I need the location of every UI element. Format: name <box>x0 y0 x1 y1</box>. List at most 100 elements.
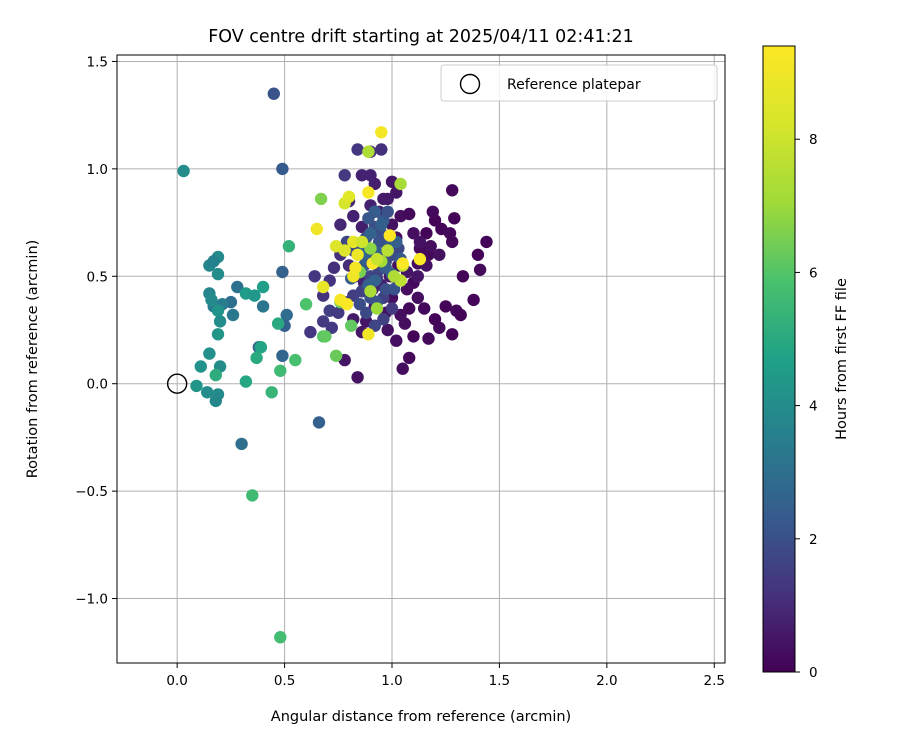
scatter-point <box>353 298 366 311</box>
scatter-point <box>370 252 384 266</box>
scatter-point <box>317 280 330 294</box>
scatter-point <box>360 306 373 319</box>
scatter-point <box>312 416 326 429</box>
scatter-point <box>422 332 435 345</box>
plot-frame <box>116 54 726 664</box>
colorbar-tick-label: 6 <box>809 265 818 281</box>
scatter-point <box>351 248 364 261</box>
x-tick-label: 1.0 <box>381 673 402 689</box>
scatter-point <box>308 270 321 283</box>
scatter-point <box>385 302 399 315</box>
scatter-point <box>446 328 459 341</box>
scatter-point <box>340 298 354 311</box>
y-axis-label: Rotation from reference (arcmin) <box>25 240 41 479</box>
scatter-point <box>403 351 416 365</box>
scatter-point <box>226 308 240 322</box>
scatter-point <box>334 218 347 231</box>
reference-point-marker <box>166 373 188 394</box>
scatter-point <box>362 186 375 199</box>
scatter-point <box>387 283 401 296</box>
scatter-point <box>370 302 384 315</box>
scatter-point <box>364 169 377 182</box>
scatter-point <box>368 319 381 332</box>
colorbar-frame <box>762 45 796 673</box>
scatter-point <box>381 205 394 218</box>
scatter-point <box>209 394 222 408</box>
scatter-point <box>364 227 377 240</box>
scatter-point <box>265 386 278 399</box>
scatter-point <box>407 227 420 240</box>
x-tick-label: 1.5 <box>489 673 510 689</box>
colorbar: 0 2 4 6 8 Hours from first FF file <box>762 45 850 681</box>
grid <box>117 55 725 663</box>
scatter-point <box>377 192 390 206</box>
scatter-point <box>211 304 225 317</box>
scatter-point <box>400 283 414 296</box>
scatter-point <box>424 240 437 253</box>
scatter-point <box>381 323 394 337</box>
scatter-point <box>347 235 360 249</box>
scatter-point <box>390 334 403 347</box>
legend-label: Reference platepar <box>507 77 641 93</box>
scatter-point <box>413 235 427 249</box>
scatter-point <box>254 341 268 354</box>
scatter-point <box>345 319 358 332</box>
scatter-point <box>256 280 270 294</box>
colorbar-tick-label: 8 <box>809 132 818 148</box>
scatter-point <box>349 261 362 274</box>
legend-box <box>440 64 718 102</box>
scatter-point <box>347 209 360 223</box>
scatter-point <box>446 184 459 197</box>
scatter-point <box>387 270 401 283</box>
chart-title: FOV centre drift starting at 2025/04/11 … <box>208 27 634 47</box>
scatter-point <box>418 302 431 315</box>
scatter-point <box>317 289 330 302</box>
colorbar-tick-label: 0 <box>809 665 818 681</box>
scatter-point <box>364 285 377 298</box>
scatter-point <box>420 227 433 240</box>
scatter-point <box>467 293 480 307</box>
scatter-point <box>209 368 222 382</box>
scatter-point <box>381 244 394 257</box>
y-tick-label: 1.5 <box>87 54 108 70</box>
scatter-point <box>433 321 446 334</box>
scatter-point <box>338 169 351 182</box>
scatter-point <box>473 263 487 276</box>
data-points <box>177 87 493 644</box>
scatter-point <box>396 362 409 375</box>
scatter-point <box>201 386 214 399</box>
scatter-point <box>362 145 375 158</box>
y-tick-label: 0.0 <box>87 377 108 393</box>
scatter-point <box>355 235 369 249</box>
scatter-point <box>194 360 207 373</box>
colorbar-ticks: 0 2 4 6 8 <box>795 132 818 681</box>
scatter-point <box>213 315 227 328</box>
scatter-point <box>375 126 388 139</box>
colorbar-tick-label: 4 <box>809 399 818 415</box>
scatter-point <box>426 205 439 218</box>
scatter-point <box>439 300 452 313</box>
y-tick-label: 1.0 <box>87 162 108 178</box>
scatter-point <box>177 164 190 178</box>
scatter-point <box>411 270 424 283</box>
scatter-point <box>368 274 381 287</box>
scatter-point <box>364 242 377 255</box>
scatter-point <box>403 207 416 221</box>
scatter-point <box>351 143 364 156</box>
scatter-point <box>319 330 332 343</box>
scatter-point <box>448 212 461 225</box>
scatter-point <box>211 267 225 281</box>
x-tick-label: 2.5 <box>704 673 725 689</box>
scatter-point <box>403 302 416 315</box>
legend-reference-marker <box>459 73 481 95</box>
scatter-point <box>289 353 302 367</box>
scatter-point <box>282 240 296 253</box>
scatter-point <box>231 280 244 294</box>
scatter-point <box>239 375 253 388</box>
scatter-point <box>394 177 407 191</box>
scatter-point <box>205 293 218 307</box>
scatter-point <box>480 235 493 249</box>
scatter-point <box>256 300 270 313</box>
scatter-point <box>329 240 343 253</box>
scatter-point <box>280 308 293 322</box>
